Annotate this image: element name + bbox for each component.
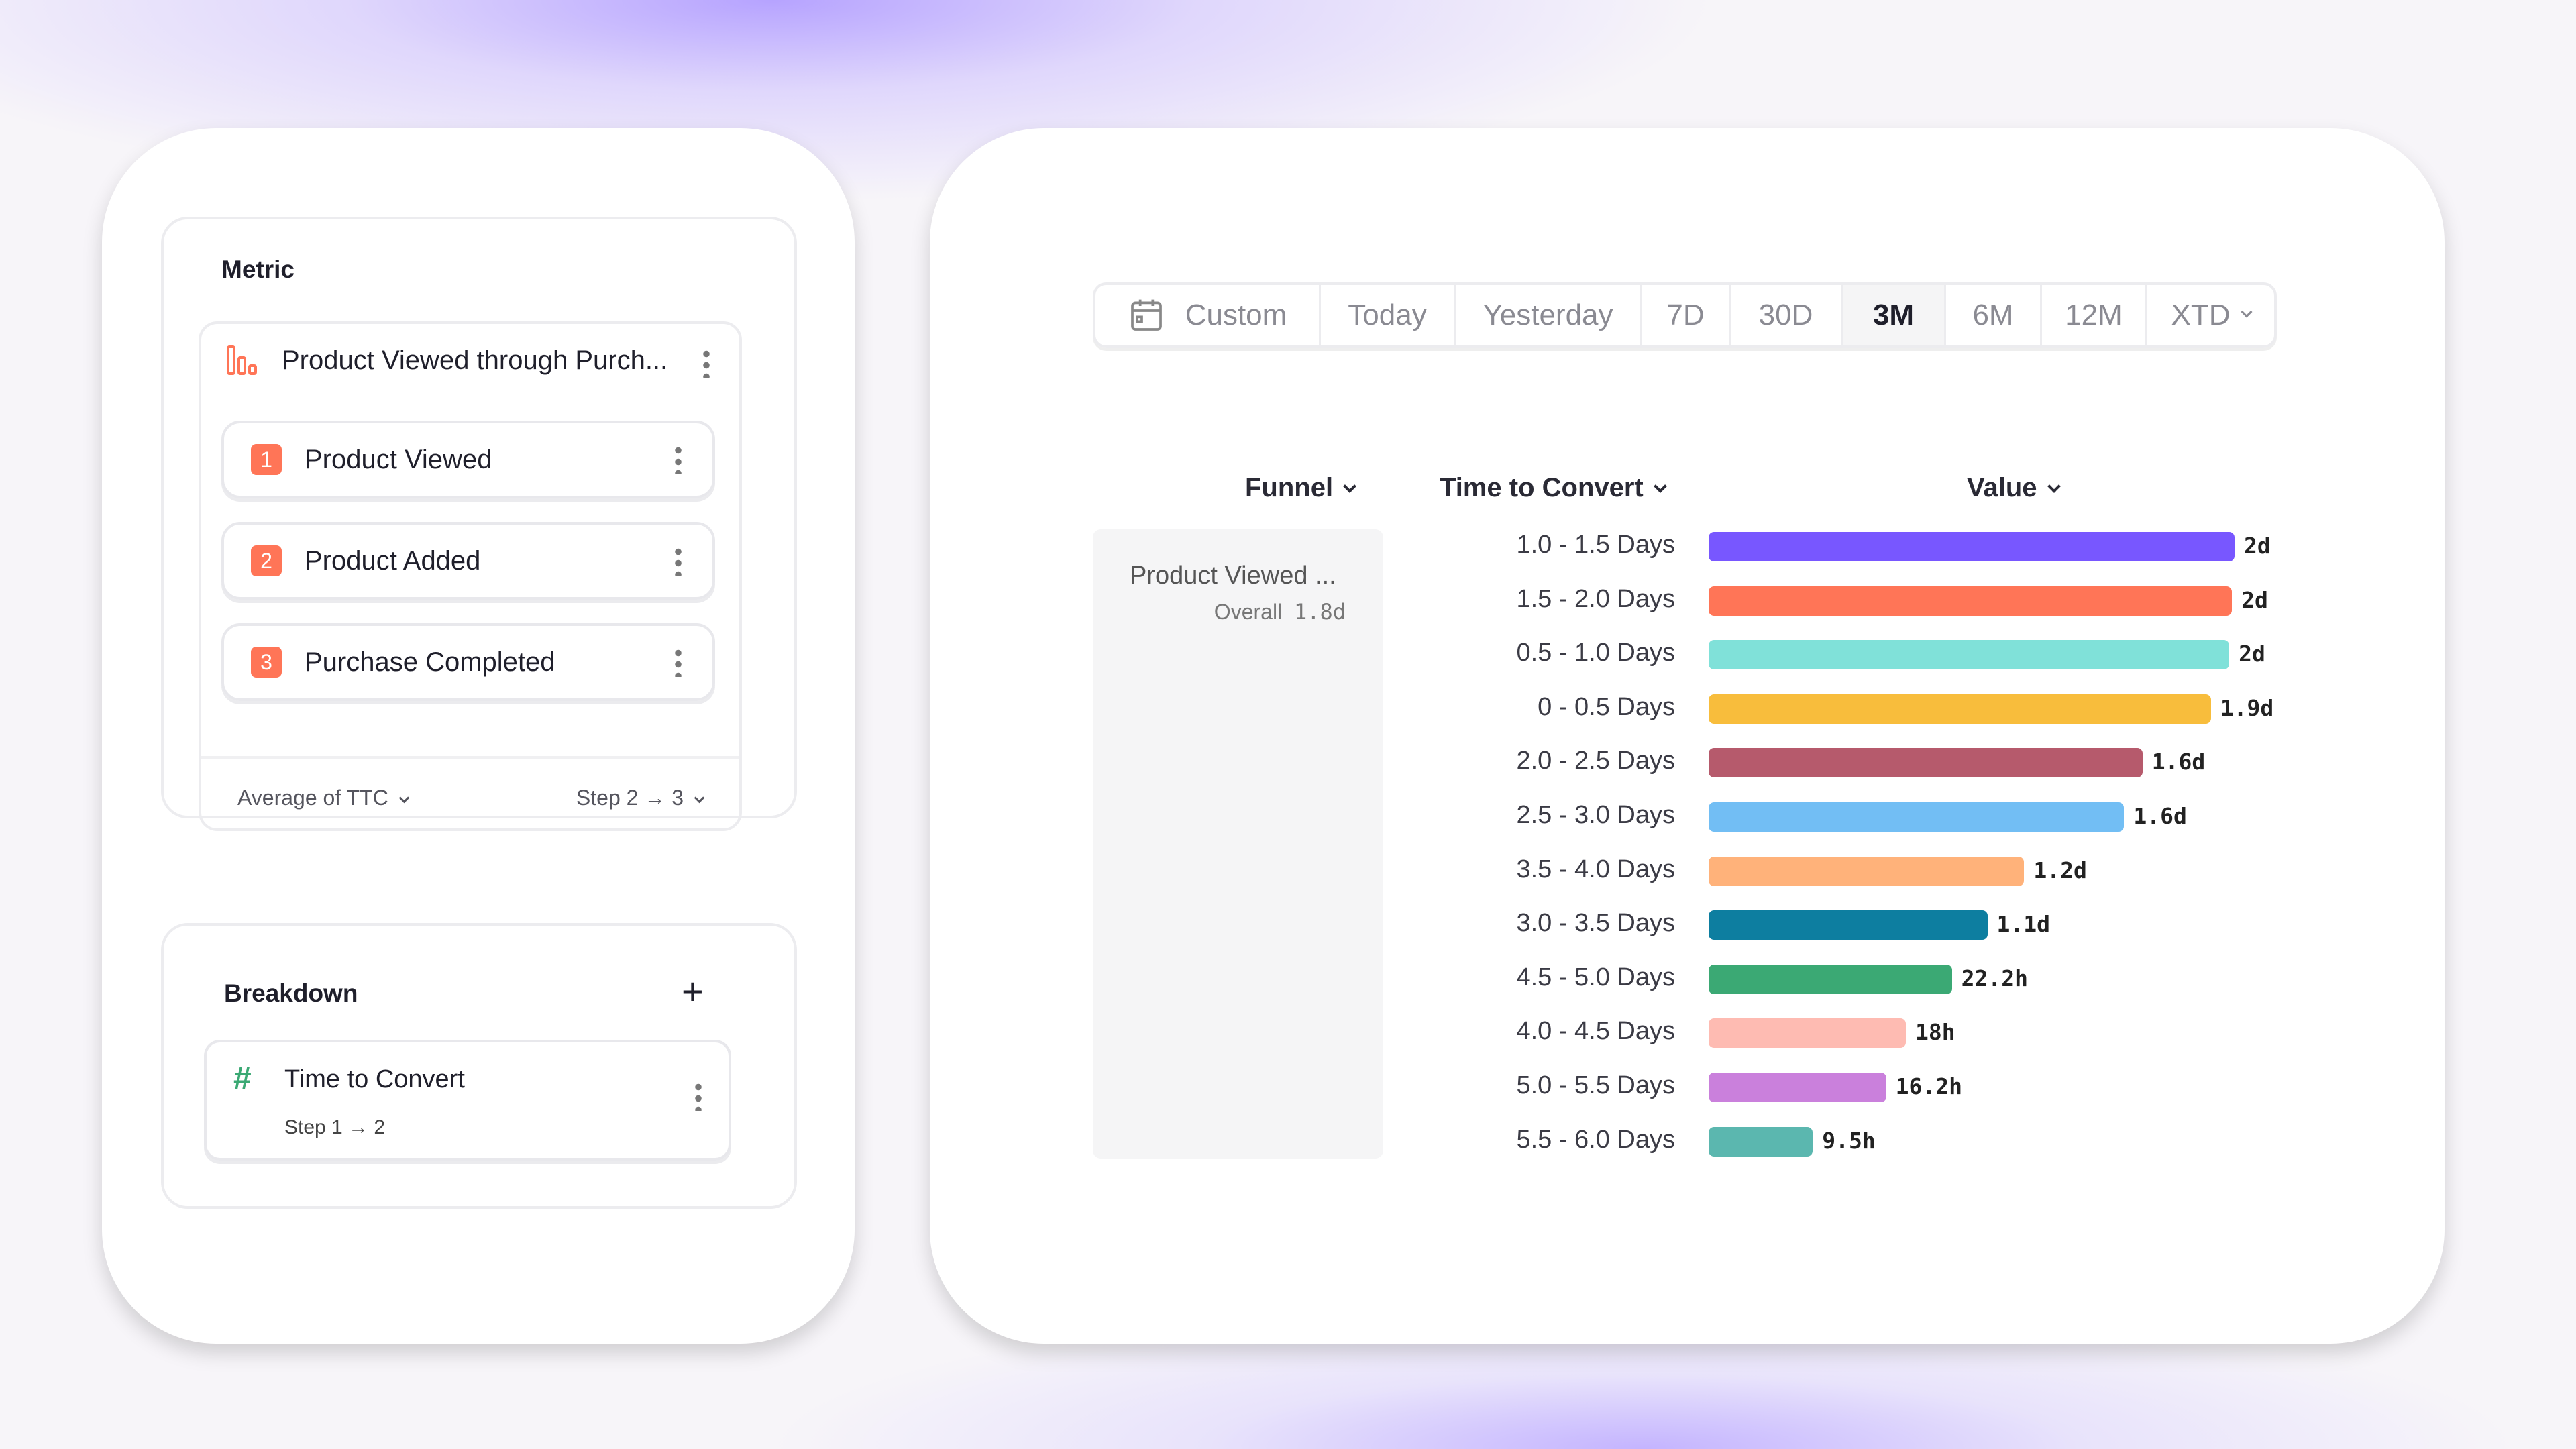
- bar: [1709, 640, 2230, 670]
- calendar-icon: [1130, 299, 1162, 331]
- funnel-more-icon[interactable]: [703, 348, 710, 378]
- chevron-down-icon: [2241, 306, 2252, 318]
- chevron-down-icon: [2047, 480, 2061, 493]
- data-label: 2d: [2241, 586, 2268, 613]
- step-number-badge: 2: [251, 545, 282, 576]
- bar: [1709, 910, 1988, 941]
- chevron-down-icon: [1653, 480, 1667, 493]
- breakdown-item-sub: Step 1 → 2: [284, 1116, 386, 1138]
- add-breakdown-icon[interactable]: +: [682, 970, 704, 1012]
- chevron-down-icon: [1343, 480, 1356, 493]
- overall-summary: Overall 1.8d: [1214, 599, 1346, 625]
- funnel-column-header[interactable]: Funnel: [1245, 473, 1356, 503]
- data-label: 2d: [2244, 533, 2271, 559]
- date-option-label: XTD: [2171, 299, 2231, 331]
- metric-title: Metric: [221, 256, 294, 283]
- breakdown-panel: Breakdown + # Time to Convert Step 1 → 2: [161, 923, 797, 1209]
- funnel-name[interactable]: Product Viewed through Purch...: [282, 345, 668, 375]
- breakdown-item[interactable]: # Time to Convert Step 1 → 2: [204, 1040, 731, 1161]
- data-label: 18h: [1915, 1019, 1955, 1046]
- breakdown-title: Breakdown: [224, 979, 358, 1007]
- date-custom-button[interactable]: Custom: [1095, 285, 1321, 345]
- bar: [1709, 964, 1952, 994]
- bar: [1709, 1018, 1906, 1049]
- category-label: 5.5 - 6.0 Days: [1516, 1125, 1675, 1154]
- bar: [1709, 586, 2233, 616]
- date-3m-button[interactable]: 3M: [1843, 285, 1946, 345]
- category-label: 2.0 - 2.5 Days: [1516, 747, 1675, 775]
- date-range-selector: Custom Today Yesterday 7D 30D 3M 6M 12M …: [1093, 282, 2277, 348]
- header-label: Value: [1967, 473, 2037, 502]
- date-yesterday-button[interactable]: Yesterday: [1456, 285, 1642, 345]
- bar: [1709, 802, 2125, 832]
- left-card: Metric Product Viewed through Purch... 1…: [102, 128, 855, 1344]
- bar: [1709, 694, 2211, 724]
- date-30d-button[interactable]: 30D: [1731, 285, 1843, 345]
- category-label: 4.5 - 5.0 Days: [1516, 963, 1675, 991]
- data-label: 1.9d: [2220, 694, 2274, 721]
- step-range-label: Step 2 → 3: [576, 786, 684, 810]
- data-label: 2d: [2239, 641, 2265, 667]
- category-label: 3.5 - 4.0 Days: [1516, 855, 1675, 883]
- data-label: 9.5h: [1822, 1127, 1876, 1154]
- overall-value: 1.8d: [1293, 599, 1346, 625]
- funnel-cell: Product Viewed ... Overall 1.8d: [1093, 529, 1383, 1159]
- step-item[interactable]: 2 Product Added: [221, 522, 715, 600]
- hash-icon: #: [233, 1061, 252, 1096]
- step-number-badge: 1: [251, 444, 282, 475]
- data-label: 22.2h: [1961, 965, 2028, 991]
- bar: [1709, 532, 2235, 561]
- aggregation-dropdown[interactable]: Average of TTC: [237, 786, 409, 810]
- chevron-down-icon: [398, 792, 409, 804]
- chevron-down-icon: [694, 792, 705, 804]
- date-today-button[interactable]: Today: [1321, 285, 1456, 345]
- bar: [1709, 748, 2143, 778]
- metric-panel: Metric Product Viewed through Purch... 1…: [161, 217, 797, 831]
- data-label: 1.6d: [2151, 749, 2206, 775]
- category-label: 1.5 - 2.0 Days: [1516, 584, 1675, 613]
- category-label: 3.0 - 3.5 Days: [1516, 909, 1675, 938]
- step-range-dropdown[interactable]: Step 2 → 3: [576, 786, 705, 810]
- category-label: 4.0 - 4.5 Days: [1516, 1017, 1675, 1046]
- data-label: 1.2d: [2033, 857, 2087, 883]
- step-number-badge: 3: [251, 647, 282, 678]
- data-label: 16.2h: [1895, 1073, 1962, 1099]
- step-more-icon[interactable]: [675, 647, 682, 677]
- funnel-chart-icon: [227, 345, 257, 375]
- step-more-icon[interactable]: [675, 445, 682, 474]
- breakdown-item-label: Time to Convert: [284, 1065, 465, 1093]
- data-label: 1.6d: [2133, 803, 2187, 829]
- step-label: Product Viewed: [305, 444, 492, 474]
- step-item[interactable]: 3 Purchase Completed: [221, 623, 715, 701]
- data-label: 1.1d: [1996, 911, 2050, 938]
- bar: [1709, 1073, 1886, 1102]
- date-option-label: Custom: [1185, 299, 1287, 331]
- overall-label: Overall: [1214, 600, 1283, 624]
- category-label: 5.0 - 5.5 Days: [1516, 1071, 1675, 1099]
- value-column-header[interactable]: Value: [1967, 473, 2061, 503]
- bar: [1709, 1126, 1813, 1157]
- category-label: 0 - 0.5 Days: [1538, 692, 1675, 721]
- step-label: Product Added: [305, 545, 481, 576]
- funnel-box: Product Viewed through Purch... 1 Product…: [199, 321, 742, 831]
- date-xtd-dropdown[interactable]: XTD: [2147, 285, 2274, 345]
- divider: [201, 756, 739, 759]
- header-label: Time to Convert: [1440, 473, 1644, 502]
- category-label: 0.5 - 1.0 Days: [1516, 639, 1675, 667]
- date-6m-button[interactable]: 6M: [1946, 285, 2042, 345]
- step-item[interactable]: 1 Product Viewed: [221, 421, 715, 498]
- header-label: Funnel: [1245, 473, 1334, 502]
- date-7d-button[interactable]: 7D: [1642, 285, 1731, 345]
- category-label: 2.5 - 3.0 Days: [1516, 801, 1675, 829]
- funnel-cell-name: Product Viewed ...: [1130, 561, 1336, 590]
- breakdown-more-icon[interactable]: [695, 1081, 702, 1111]
- step-label: Purchase Completed: [305, 647, 555, 677]
- bar: [1709, 856, 2025, 886]
- aggregation-label: Average of TTC: [237, 786, 388, 810]
- time-column-header[interactable]: Time to Convert: [1440, 473, 1667, 503]
- date-12m-button[interactable]: 12M: [2042, 285, 2147, 345]
- category-label: 1.0 - 1.5 Days: [1516, 531, 1675, 559]
- step-more-icon[interactable]: [675, 546, 682, 576]
